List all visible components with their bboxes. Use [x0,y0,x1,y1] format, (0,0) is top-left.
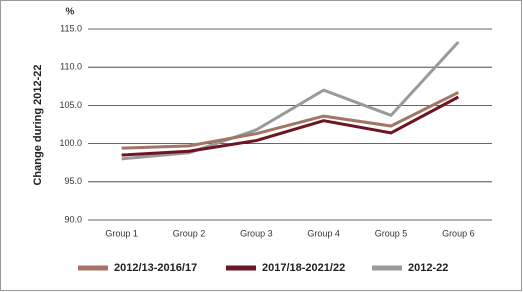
x-tick-label: Group 1 [105,228,138,238]
series-line [121,95,460,157]
legend-text: 2017/18-2021/22 [262,262,345,274]
y-tick-label: 110.0 [60,62,82,72]
y-tick-label: 115.0 [60,23,82,33]
x-tick-label: Group 4 [307,228,340,238]
x-tick-label: Group 5 [375,228,408,238]
y-tick-label: 90.0 [64,214,82,224]
legend-text: 2012/13-2016/17 [114,262,197,274]
y-tick-label: 100.0 [59,138,82,148]
x-tick-label: Group 3 [240,228,273,238]
series-line [121,91,460,150]
x-tick-label: Group 2 [173,228,206,238]
y-tick-label: 105.0 [59,100,82,110]
y-tick-label: 95.0 [64,176,82,186]
y-unit: % [66,7,75,18]
legend-text: 2012-22 [408,262,448,274]
y-axis-label: Change during 2012-22 [32,64,44,185]
series-line [121,40,460,161]
x-tick-label: Group 6 [442,228,475,238]
